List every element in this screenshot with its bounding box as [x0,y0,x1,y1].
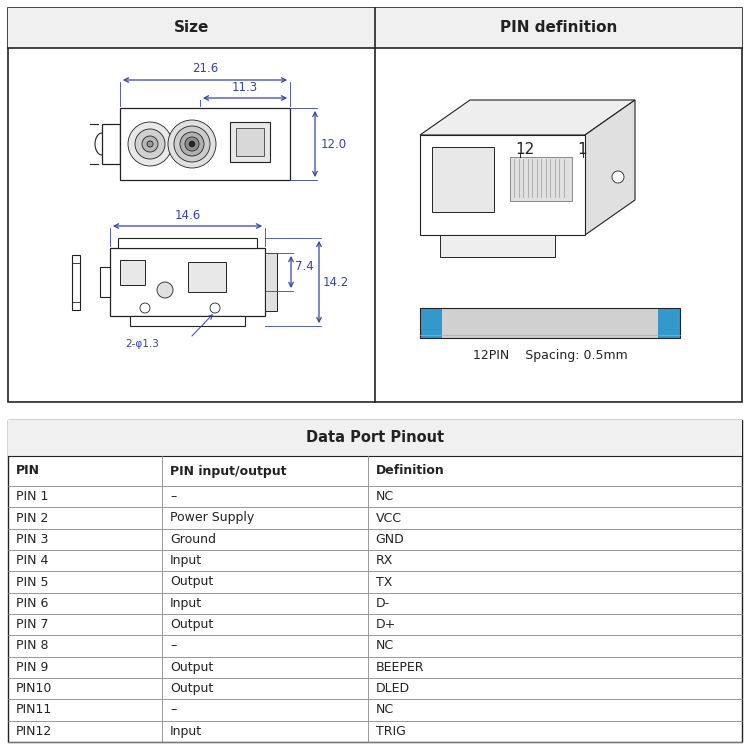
Bar [118,238,257,248]
Bar [120,260,145,285]
Text: PIN11: PIN11 [16,704,52,716]
Text: PIN 8: PIN 8 [16,640,49,652]
Text: PIN 2: PIN 2 [16,512,48,524]
Circle shape [210,303,220,313]
Text: TRIG: TRIG [376,724,406,738]
Circle shape [174,126,210,162]
Text: VCC: VCC [376,512,402,524]
Text: PIN12: PIN12 [16,724,52,738]
Text: RX: RX [376,554,393,567]
Text: DLED: DLED [376,682,410,695]
Bar [120,108,290,180]
Text: PIN10: PIN10 [16,682,52,695]
Text: Output: Output [170,575,214,589]
Text: –: – [170,640,176,652]
Text: PIN 5: PIN 5 [16,575,49,589]
Text: D-: D- [376,597,390,610]
Text: 7.4: 7.4 [295,260,314,274]
Bar [8,420,742,456]
Circle shape [180,132,204,156]
Bar [658,308,680,338]
Polygon shape [585,100,635,235]
Text: 2-φ1.3: 2-φ1.3 [125,339,159,349]
Bar [8,8,742,402]
Text: D+: D+ [376,618,396,632]
Text: 12: 12 [515,142,534,157]
Text: PIN: PIN [16,464,40,478]
Text: Input: Input [170,554,202,567]
Text: Output: Output [170,661,214,674]
Bar [236,128,264,156]
Text: 14.2: 14.2 [323,275,350,289]
Text: Data Port Pinout: Data Port Pinout [306,430,444,445]
Bar [442,308,658,338]
Text: 21.6: 21.6 [192,62,218,75]
Text: PIN 7: PIN 7 [16,618,49,632]
Text: –: – [170,490,176,503]
Bar [110,248,265,316]
Polygon shape [420,135,585,235]
Text: Definition: Definition [376,464,445,478]
Text: BEEPER: BEEPER [376,661,424,674]
Circle shape [142,136,158,152]
Text: Output: Output [170,618,214,632]
Circle shape [147,141,153,147]
Text: Input: Input [170,597,202,610]
Text: NC: NC [376,640,394,652]
Bar [420,308,680,338]
Bar [8,8,742,48]
Text: PIN 3: PIN 3 [16,532,48,546]
Text: 14.6: 14.6 [174,209,201,222]
Bar [102,124,120,164]
Text: PIN 9: PIN 9 [16,661,48,674]
Bar [188,262,226,292]
Circle shape [185,137,199,151]
Circle shape [140,303,150,313]
Text: PIN input/output: PIN input/output [170,464,286,478]
Bar [440,235,555,257]
Circle shape [157,282,173,298]
Bar [230,122,270,162]
Text: Output: Output [170,682,214,695]
Bar [265,253,277,311]
Text: Ground: Ground [170,532,216,546]
Text: Input: Input [170,724,202,738]
Bar [432,147,494,212]
Circle shape [190,142,194,146]
Polygon shape [420,100,635,135]
Circle shape [189,141,195,147]
Bar [8,420,742,742]
Text: PIN 1: PIN 1 [16,490,48,503]
Text: 11.3: 11.3 [232,81,258,94]
Text: PIN 4: PIN 4 [16,554,48,567]
Bar [510,157,572,201]
Text: NC: NC [376,704,394,716]
Text: 12.0: 12.0 [321,137,347,151]
Bar [72,254,80,310]
Text: TX: TX [376,575,392,589]
Bar [130,316,245,326]
Text: NC: NC [376,490,394,503]
Bar [420,308,442,338]
Bar [100,267,110,297]
Text: PIN definition: PIN definition [500,20,617,35]
Circle shape [612,171,624,183]
Text: 1: 1 [577,142,586,157]
Circle shape [168,120,216,168]
Text: Power Supply: Power Supply [170,512,254,524]
Text: 12PIN    Spacing: 0.5mm: 12PIN Spacing: 0.5mm [472,350,627,362]
Text: GND: GND [376,532,404,546]
Text: PIN 6: PIN 6 [16,597,48,610]
Text: Size: Size [174,20,209,35]
Text: –: – [170,704,176,716]
Circle shape [135,129,165,159]
Circle shape [128,122,172,166]
